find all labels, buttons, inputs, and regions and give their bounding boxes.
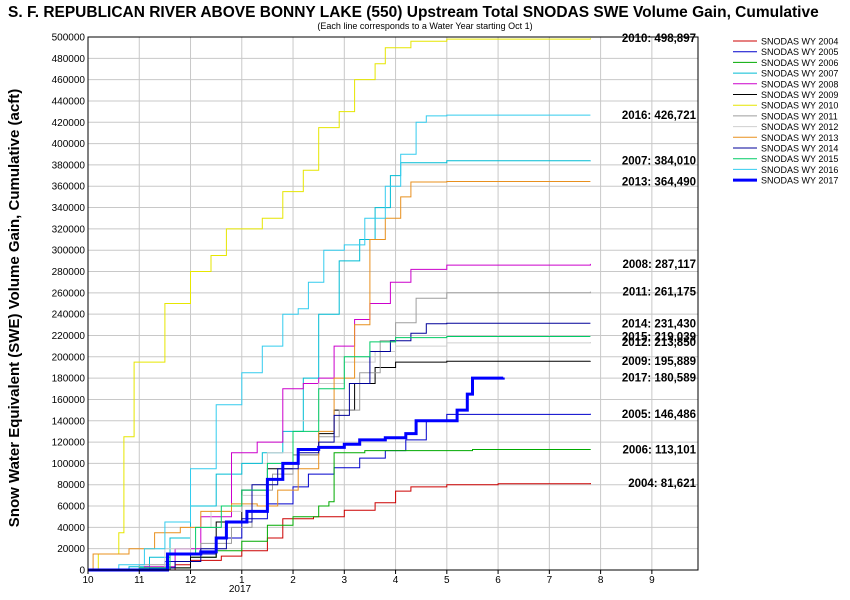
series-lines <box>88 38 591 572</box>
y-tick-label: 300000 <box>52 246 86 257</box>
legend-entry-label: SNODAS WY 2017 <box>761 176 838 186</box>
x-tick-label: 2 <box>290 575 296 586</box>
series-end-label: 2005: 146,486 <box>622 409 696 421</box>
y-tick-label: 480000 <box>52 54 86 65</box>
chart-subtitle: (Each line corresponds to a Water Year s… <box>317 21 532 31</box>
legend-entry-label: SNODAS WY 2004 <box>761 37 838 47</box>
x-tick-label: 4 <box>393 575 399 586</box>
legend-entry-label: SNODAS WY 2006 <box>761 58 838 68</box>
series-end-label: 2014: 231,430 <box>622 318 696 330</box>
y-tick-label: 60000 <box>57 502 85 513</box>
legend-entry-label: SNODAS WY 2011 <box>761 111 838 121</box>
series-end-label: 2015: 219,039 <box>622 332 696 344</box>
series-end-label: 2006: 113,101 <box>622 444 696 456</box>
y-tick-label: 140000 <box>52 416 86 427</box>
series-line-snodas-wy-2010 <box>88 38 591 571</box>
series-line-snodas-wy-2017 <box>88 376 505 572</box>
y-tick-label: 220000 <box>52 331 86 342</box>
x-tick-label: 6 <box>495 575 501 586</box>
y-tick-label: 280000 <box>52 267 86 278</box>
x-tick-label: 10 <box>82 575 94 586</box>
y-tick-label: 160000 <box>52 395 86 406</box>
x-tick-label: 9 <box>649 575 655 586</box>
y-tick-label: 0 <box>79 566 85 577</box>
series-end-label: 2011: 261,175 <box>622 287 696 299</box>
series-end-label: 2013: 364,490 <box>622 176 696 188</box>
series-line-snodas-wy-2011 <box>88 291 591 571</box>
x-tick-label: 8 <box>598 575 604 586</box>
x-tick-label: 7 <box>547 575 553 586</box>
legend-entry-label: SNODAS WY 2007 <box>761 69 838 79</box>
legend-entry-label: SNODAS WY 2005 <box>761 47 838 57</box>
series-end-label: 2007: 384,010 <box>622 156 696 168</box>
y-tick-label: 240000 <box>52 310 86 321</box>
series-line-snodas-wy-2007 <box>88 160 591 571</box>
legend-entry-label: SNODAS WY 2013 <box>761 133 838 143</box>
x-tick-label: 1 <box>239 575 245 586</box>
y-tick-label: 500000 <box>52 33 86 44</box>
series-end-label: 2010: 498,897 <box>622 33 696 45</box>
legend-entry-label: SNODAS WY 2008 <box>761 79 838 89</box>
y-tick-label: 360000 <box>52 182 86 193</box>
y-axis-label: Snow Water Equivalent (SWE) Volume Gain,… <box>6 89 23 527</box>
chart-title: S. F. REPUBLICAN RIVER ABOVE BONNY LAKE … <box>8 4 819 21</box>
series-end-label: 2009: 195,889 <box>622 356 696 368</box>
y-tick-label: 420000 <box>52 118 86 129</box>
series-end-label: 2004: 81,621 <box>628 478 696 490</box>
y-tick-label: 340000 <box>52 203 86 214</box>
y-tick-label: 80000 <box>57 480 85 491</box>
grid <box>87 36 698 571</box>
x-axis-year-label: 2017 <box>229 584 252 595</box>
x-tick-label: 12 <box>185 575 197 586</box>
x-tick-label: 11 <box>134 575 145 586</box>
y-tick-label: 380000 <box>52 160 86 171</box>
y-tick-label: 460000 <box>52 75 86 86</box>
end-labels: 2004: 81,621 2005: 146,486 2006: 113,101 20… <box>622 33 697 490</box>
y-tick-label: 320000 <box>52 224 86 235</box>
series-line-snodas-wy-2015 <box>88 336 591 571</box>
legend-entry-label: SNODAS WY 2009 <box>761 90 838 100</box>
y-tick-label: 260000 <box>52 288 86 299</box>
series-line-snodas-wy-2012 <box>88 342 591 571</box>
axes: 0 20000 40000 60000 80000 100000 120000 140000 1… <box>52 33 699 586</box>
series-end-label: 2016: 426,721 <box>622 110 697 122</box>
y-tick-label: 400000 <box>52 139 86 150</box>
series-line-snodas-wy-2009 <box>88 360 591 571</box>
series-end-label: 2017: 180,589 <box>622 372 696 384</box>
x-tick-label: 5 <box>444 575 450 586</box>
y-tick-label: 20000 <box>57 544 85 555</box>
series-end-label: 2012: 213,850 <box>622 337 696 349</box>
x-tick-label: 3 <box>342 575 348 586</box>
legend-entry-label: SNODAS WY 2016 <box>761 165 838 175</box>
series-end-label: 2008: 287,117 <box>622 259 696 271</box>
y-tick-label: 40000 <box>57 523 85 534</box>
legend-entry-label: SNODAS WY 2015 <box>761 154 838 164</box>
legend-entry-label: SNODAS WY 2012 <box>761 122 838 132</box>
y-tick-label: 100000 <box>52 459 86 470</box>
legend-entry-label: SNODAS WY 2014 <box>761 144 838 154</box>
y-tick-label: 120000 <box>52 438 86 449</box>
series-line-snodas-wy-2013 <box>88 181 591 571</box>
plot-frame <box>87 36 699 571</box>
y-tick-label: 440000 <box>52 96 86 107</box>
legend-entry-label: SNODAS WY 2010 <box>761 101 838 111</box>
y-tick-label: 180000 <box>52 374 86 385</box>
y-tick-label: 200000 <box>52 352 86 363</box>
series-line-snodas-wy-2016 <box>88 114 591 571</box>
